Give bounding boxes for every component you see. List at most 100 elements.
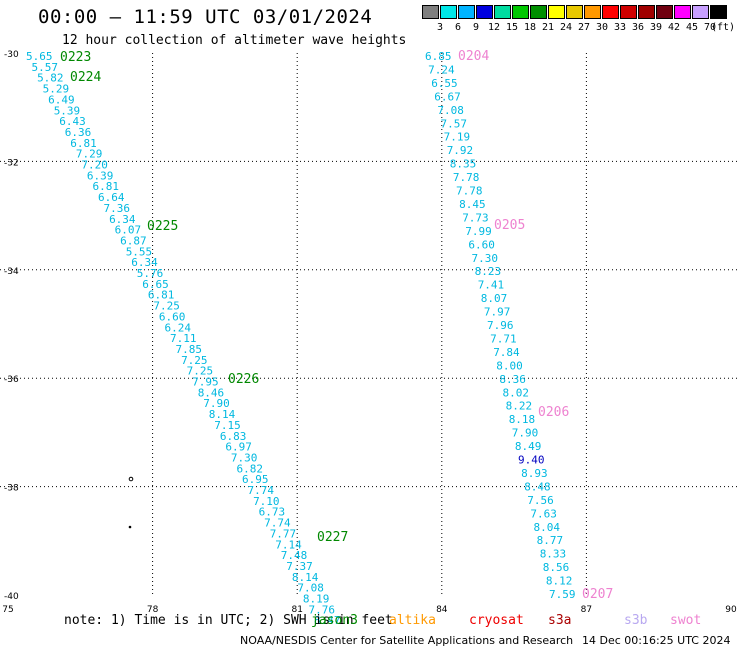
wave-height-value: 6.34 — [131, 256, 158, 269]
wave-height-value: 7.48 — [281, 549, 308, 562]
wave-height-value: 8.19 — [303, 593, 330, 606]
wave-height-value: 6.36 — [65, 126, 92, 139]
lon-tick-label: 90 — [725, 605, 737, 615]
legend-level-label: 70 — [703, 22, 717, 33]
footer-note: note: 1) Time is in UTC; 2) SWH is in fe… — [64, 613, 393, 628]
lat-tick-label: -36 — [4, 375, 19, 385]
credit-text: NOAA/NESDIS Center for Satellite Applica… — [240, 634, 574, 647]
wave-height-value: 8.47 — [314, 614, 341, 627]
wave-height-value: 6.81 — [148, 289, 175, 302]
legend-level-label: 30 — [595, 22, 609, 33]
page-subtitle: 12 hour collection of altimeter wave hei… — [62, 33, 407, 48]
wave-height-value: 6.39 — [87, 169, 114, 182]
wave-height-value: 6.87 — [120, 234, 146, 247]
legend-swatch — [566, 5, 583, 19]
wave-height-value: 7.30 — [231, 451, 258, 464]
wave-height-value: 8.07 — [481, 292, 508, 305]
wave-height-value: 7.76 — [308, 603, 335, 616]
wave-height-value: 5.39 — [54, 104, 81, 117]
wave-height-value: 7.74 — [248, 484, 275, 497]
wave-height-value: 8.45 — [459, 198, 486, 211]
wave-height-value: 6.43 — [59, 115, 86, 128]
legend-swatch — [440, 5, 457, 19]
wave-height-value: 7.92 — [447, 144, 474, 157]
wave-height-value: 7.30 — [472, 252, 499, 265]
wave-height-value: 8.00 — [496, 359, 523, 372]
legend-level-label: 36 — [631, 22, 645, 33]
legend-level-label: 15 — [505, 22, 519, 33]
lon-tick-label: 84 — [436, 605, 448, 615]
wave-height-value: 8.23 — [475, 265, 502, 278]
wave-height-value: 5.76 — [137, 267, 164, 280]
wave-height-value: 7.97 — [484, 306, 511, 319]
lat-tick-label: -30 — [4, 50, 19, 60]
wave-height-value: 8.93 — [521, 467, 548, 480]
wave-height-value: 5.65 — [26, 50, 53, 63]
wave-height-value: 6.82 — [236, 462, 263, 475]
wave-height-value: 7.77 — [270, 527, 297, 540]
wave-height-value: 5.82 — [37, 72, 64, 85]
lon-tick-label: 87 — [581, 605, 592, 615]
wave-height-value: 8.48 — [524, 480, 551, 493]
legend-level-label: 45 — [685, 22, 699, 33]
map-markers — [128, 476, 134, 529]
legend-level-label: 24 — [559, 22, 573, 33]
legend-swatch — [512, 5, 529, 19]
legend-swatch — [692, 5, 709, 19]
wave-height-value: 6.49 — [48, 93, 75, 106]
wave-height-value: 8.56 — [543, 561, 570, 574]
wave-height-value: 7.90 — [512, 427, 539, 440]
wave-height-value: 7.29 — [76, 148, 103, 161]
satellite-legend-item: s3a — [548, 613, 572, 628]
legend-swatch — [656, 5, 673, 19]
wave-height-value: 7.57 — [441, 117, 468, 130]
wave-height-value: 9.40 — [518, 454, 545, 467]
lon-tick-label: 78 — [147, 605, 159, 615]
wave-height-value: 8.49 — [515, 440, 542, 453]
wave-height-value: 7.15 — [214, 419, 241, 432]
legend-swatch — [476, 5, 493, 19]
wave-height-value: 7.63 — [530, 507, 557, 520]
wave-height-value: 7.08 — [437, 104, 464, 117]
pass-time-label: 0205 — [494, 218, 525, 233]
wave-height-value: 8.04 — [534, 521, 561, 534]
wave-height-value: 7.36 — [104, 202, 130, 215]
satellite-legend-item: altika — [389, 613, 436, 628]
wave-height-value: 6.07 — [115, 224, 142, 237]
legend-level-label: 3 — [436, 22, 444, 33]
legend-level-label: 12 — [487, 22, 501, 33]
timestamp-text: 14 Dec 00:16:25 UTC 2024 — [582, 634, 731, 647]
wave-height-value: 6.65 — [142, 278, 169, 291]
legend-swatch — [422, 5, 439, 19]
legend-swatch — [638, 5, 655, 19]
wave-height-value: 8.14 — [292, 571, 319, 584]
lat-tick-label: -32 — [4, 158, 19, 168]
wave-height-value: 7.25 — [153, 300, 180, 313]
lat-tick-label: -34 — [4, 267, 19, 277]
legend-level-label: 21 — [541, 22, 555, 33]
altimeter-tracks: 5.655.575.825.296.495.396.436.366.817.29… — [26, 49, 613, 627]
wave-height-value: 6.85 — [425, 50, 452, 63]
legend-level-label: 6 — [454, 22, 462, 33]
page-title: 00:00 – 11:59 UTC 03/01/2024 — [38, 6, 373, 28]
wave-height-value: 6.81 — [92, 180, 119, 193]
wave-height-value: 7.56 — [527, 494, 554, 507]
wave-height-value: 6.55 — [431, 77, 458, 90]
legend-swatch — [530, 5, 547, 19]
wave-height-value: 6.67 — [434, 90, 461, 103]
wave-height-value: 5.29 — [43, 83, 70, 96]
legend-swatch — [674, 5, 691, 19]
wave-height-value: 5.55 — [126, 245, 153, 258]
satellite-legend-item: swot — [670, 613, 702, 628]
wave-height-value: 7.90 — [203, 397, 230, 410]
wave-height-value: 6.95 — [242, 473, 269, 486]
wave-height-value: 7.11 — [170, 332, 197, 345]
legend-swatch — [494, 5, 511, 19]
island-marker — [128, 476, 134, 482]
wave-height-value: 8.33 — [540, 548, 567, 561]
legend-level-label: 27 — [577, 22, 591, 33]
wave-height-value: 7.78 — [456, 185, 483, 198]
pass-time-label: 0207 — [582, 587, 613, 602]
legend-swatch — [584, 5, 601, 19]
wave-height-value: 6.64 — [98, 191, 125, 204]
